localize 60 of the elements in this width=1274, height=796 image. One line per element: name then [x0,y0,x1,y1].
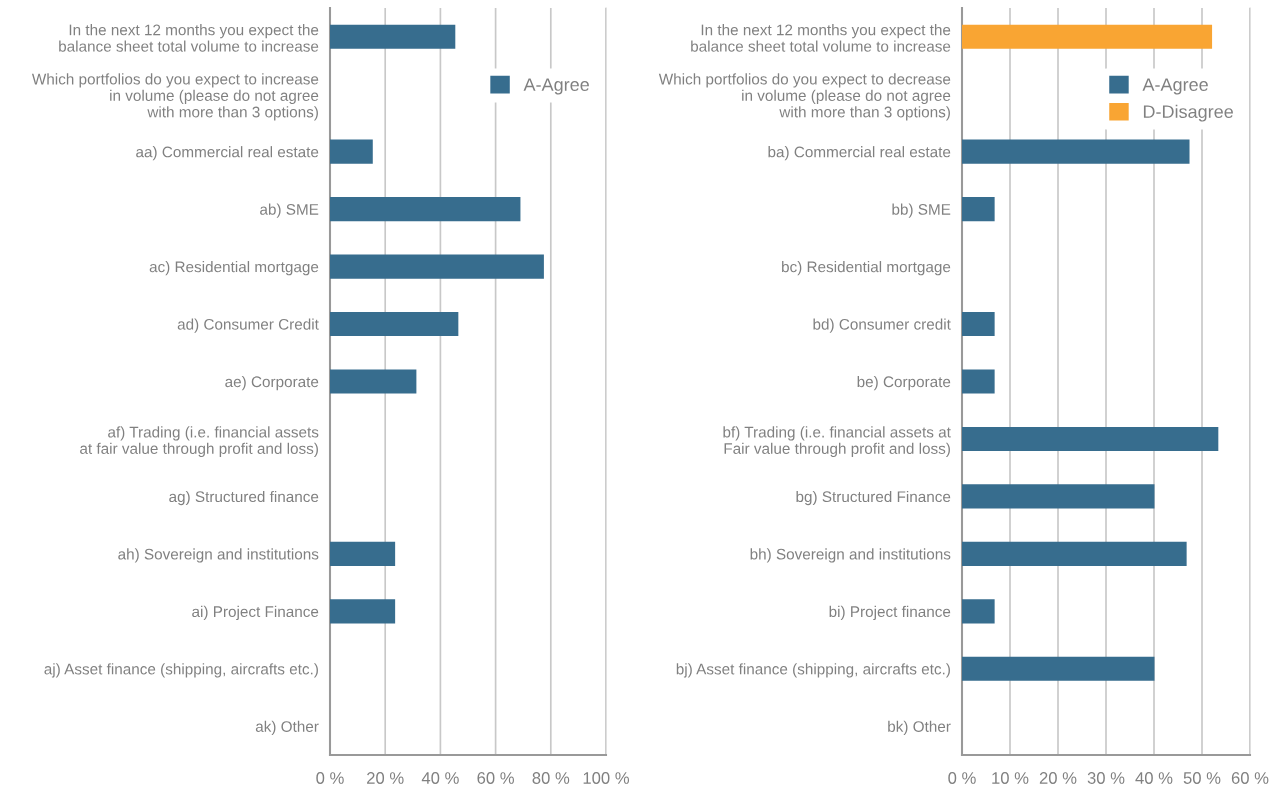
y-tick-label: bg) Structured Finance [796,490,951,506]
bar [962,484,1155,509]
y-tick-label: ak) Other [255,720,319,735]
y-tick-label: bj) Asset finance (shipping, aircrafts etc.) [676,663,950,678]
x-tick-label: 20 % [1039,772,1077,784]
x-tick-label: 0 % [316,772,344,784]
y-tick-label: bi) Project finance [829,605,951,621]
bar [330,24,456,49]
y-tick-label: af) Trading (i.e. financial assets at fair value through profit and loss) [80,426,319,457]
x-tick-label: 40 % [1135,772,1173,784]
x-tick-label: 60 % [477,772,514,784]
y-tick-label: ah) Sovereign and institutions [118,548,319,563]
bar [962,311,995,337]
bar [330,599,396,624]
legend-label: A-Agree [523,78,589,95]
bar [330,541,396,566]
x-tick-label: 50 % [1183,772,1221,784]
x-tick-label: 20 % [367,772,404,784]
x-tick-label: 40 % [421,772,459,784]
y-tick-label: Which portfolios do you expect to decrease in volume (please do not agree with more than 3 options) [658,73,951,121]
bar [962,24,1213,49]
bar [962,139,1190,164]
bar [962,541,1187,566]
x-tick-label: 10 % [992,772,1029,784]
bar [962,426,1219,452]
y-tick-label: ab) SME [260,203,319,218]
y-tick-label: bc) Residential mortgage [782,261,951,276]
y-tick-label: ac) Residential mortgage [149,261,319,276]
y-tick-label: be) Corporate [857,375,951,391]
y-tick-label: aa) Commercial real estate [136,146,319,161]
bar [330,369,417,394]
bar [330,197,521,222]
y-tick-label: bd) Consumer credit [813,318,951,333]
bar [962,369,995,394]
x-tick-label: 0 % [948,772,976,784]
y-tick-label: bk) Other [888,720,951,735]
x-tick-label: 30 % [1087,772,1125,784]
y-tick-label: ba) Commercial real estate [768,146,951,161]
y-tick-label: aj) Asset finance (shipping, aircrafts etc.) [44,663,318,678]
x-tick-label: 60 % [1231,772,1269,784]
y-tick-label: bf) Trading (i.e. financial assets at Fair value through profit and loss) [723,426,951,457]
bar [962,197,995,222]
y-tick-label: In the next 12 months you expect the balance sheet total volume to increase [691,24,951,52]
y-tick-label: ai) Project Finance [192,605,319,621]
bar [962,656,1155,681]
bar [330,311,459,337]
x-tick-label: 100 % [583,772,630,784]
y-tick-label: bb) SME [892,203,951,218]
legend-label: D-Disagree [1143,104,1233,122]
y-tick-label: ag) Structured finance [169,490,319,506]
legend-label: A-Agree [1142,78,1208,95]
y-tick-label: ad) Consumer Credit [177,318,319,333]
bar [330,139,373,164]
y-tick-label: bh) Sovereign and institutions [750,548,951,563]
y-tick-label: ae) Corporate [225,375,319,391]
x-tick-label: 80 % [532,772,570,784]
y-tick-label: Which portfolios do you expect to increase in volume (please do not agree with more than 3 options) [31,73,319,121]
y-tick-label: In the next 12 months you expect the balance sheet total volume to increase [59,24,319,52]
bar [962,599,995,624]
bar [330,254,544,279]
